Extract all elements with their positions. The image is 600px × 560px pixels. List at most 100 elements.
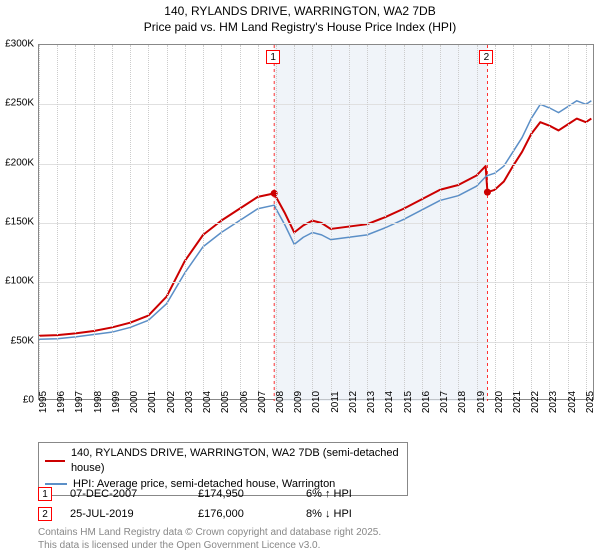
x-tick-label: 2010 [311, 391, 322, 413]
x-axis: 1995199619971998199920002001200220032004… [38, 400, 594, 440]
x-tick-label: 2008 [275, 391, 286, 413]
title-line-1: 140, RYLANDS DRIVE, WARRINGTON, WA2 7DB [0, 4, 600, 20]
x-tick-label: 2018 [457, 391, 468, 413]
info-table: 1 07-DEC-2007 £174,950 6% ↑ HPI 2 25-JUL-2019… [38, 484, 396, 524]
x-tick-label: 2009 [293, 391, 304, 413]
x-tick-label: 2015 [403, 391, 414, 413]
grid-line-vertical [112, 45, 113, 399]
legend-swatch [45, 460, 65, 462]
info-marker: 1 [38, 487, 52, 501]
footer: Contains HM Land Registry data © Crown c… [38, 526, 381, 552]
x-tick-label: 2001 [147, 391, 158, 413]
grid-line-vertical [167, 45, 168, 399]
grid-line-horizontal [39, 164, 593, 165]
grid-line-horizontal [39, 282, 593, 283]
grid-line-vertical [203, 45, 204, 399]
x-tick-label: 2013 [366, 391, 377, 413]
legend-row: 140, RYLANDS DRIVE, WARRINGTON, WA2 7DB … [45, 446, 401, 477]
x-tick-label: 2012 [348, 391, 359, 413]
x-tick-label: 2002 [166, 391, 177, 413]
grid-line-vertical [367, 45, 368, 399]
x-tick-label: 1998 [93, 391, 104, 413]
y-tick-label: £100K [5, 276, 34, 287]
x-tick-label: 2006 [239, 391, 250, 413]
info-price: £174,950 [198, 488, 288, 500]
grid-line-vertical [258, 45, 259, 399]
x-tick-label: 2021 [512, 391, 523, 413]
grid-line-vertical [549, 45, 550, 399]
chart-area [38, 44, 594, 400]
grid-line-vertical [495, 45, 496, 399]
x-tick-label: 2003 [184, 391, 195, 413]
grid-line-vertical [404, 45, 405, 399]
grid-line-vertical [240, 45, 241, 399]
plot-svg [39, 45, 593, 399]
x-tick-label: 2023 [548, 391, 559, 413]
grid-line-vertical [458, 45, 459, 399]
grid-line-vertical [440, 45, 441, 399]
grid-line-vertical [331, 45, 332, 399]
grid-line-vertical [276, 45, 277, 399]
y-axis: £0£50K£100K£150K£200K£250K£300K [0, 44, 36, 400]
legend-label: 140, RYLANDS DRIVE, WARRINGTON, WA2 7DB … [71, 446, 401, 477]
grid-line-vertical [185, 45, 186, 399]
grid-line-vertical [531, 45, 532, 399]
info-pct: 8% ↓ HPI [306, 508, 396, 520]
grid-line-vertical [294, 45, 295, 399]
x-tick-label: 2000 [129, 391, 140, 413]
grid-line-horizontal [39, 223, 593, 224]
title-block: 140, RYLANDS DRIVE, WARRINGTON, WA2 7DB … [0, 0, 600, 35]
grid-line-vertical [148, 45, 149, 399]
x-tick-label: 2024 [567, 391, 578, 413]
title-line-2: Price paid vs. HM Land Registry's House … [0, 20, 600, 36]
footer-line-2: This data is licensed under the Open Gov… [38, 539, 381, 552]
x-tick-label: 2025 [585, 391, 596, 413]
y-tick-label: £50K [11, 335, 34, 346]
grid-line-vertical [221, 45, 222, 399]
x-tick-label: 2011 [330, 391, 341, 413]
grid-line-vertical [513, 45, 514, 399]
info-row: 2 25-JUL-2019 £176,000 8% ↓ HPI [38, 504, 396, 524]
grid-line-vertical [568, 45, 569, 399]
grid-line-vertical [422, 45, 423, 399]
footer-line-1: Contains HM Land Registry data © Crown c… [38, 526, 381, 539]
x-tick-label: 2016 [421, 391, 432, 413]
info-price: £176,000 [198, 508, 288, 520]
x-tick-label: 2004 [202, 391, 213, 413]
grid-line-vertical [385, 45, 386, 399]
x-tick-label: 1999 [111, 391, 122, 413]
grid-line-vertical [39, 45, 40, 399]
x-tick-label: 2014 [384, 391, 395, 413]
marker-box: 2 [479, 50, 493, 64]
grid-line-vertical [57, 45, 58, 399]
y-tick-label: £0 [23, 395, 34, 406]
marker-box: 1 [266, 50, 280, 64]
grid-line-vertical [130, 45, 131, 399]
x-tick-label: 2017 [439, 391, 450, 413]
y-tick-label: £250K [5, 98, 34, 109]
x-tick-label: 1996 [56, 391, 67, 413]
x-tick-label: 2007 [257, 391, 268, 413]
x-tick-label: 2022 [530, 391, 541, 413]
grid-line-vertical [586, 45, 587, 399]
grid-line-vertical [312, 45, 313, 399]
y-tick-label: £150K [5, 217, 34, 228]
y-tick-label: £200K [5, 157, 34, 168]
x-tick-label: 1997 [74, 391, 85, 413]
x-tick-label: 2020 [494, 391, 505, 413]
grid-line-vertical [94, 45, 95, 399]
grid-line-vertical [477, 45, 478, 399]
grid-line-horizontal [39, 342, 593, 343]
info-row: 1 07-DEC-2007 £174,950 6% ↑ HPI [38, 484, 396, 504]
x-tick-label: 2019 [476, 391, 487, 413]
x-tick-label: 2005 [220, 391, 231, 413]
chart-container: 140, RYLANDS DRIVE, WARRINGTON, WA2 7DB … [0, 0, 600, 560]
info-pct: 6% ↑ HPI [306, 488, 396, 500]
x-tick-label: 1995 [38, 391, 49, 413]
info-date: 25-JUL-2019 [70, 508, 180, 520]
info-marker: 2 [38, 507, 52, 521]
grid-line-vertical [349, 45, 350, 399]
y-tick-label: £300K [5, 39, 34, 50]
grid-line-vertical [75, 45, 76, 399]
info-date: 07-DEC-2007 [70, 488, 180, 500]
